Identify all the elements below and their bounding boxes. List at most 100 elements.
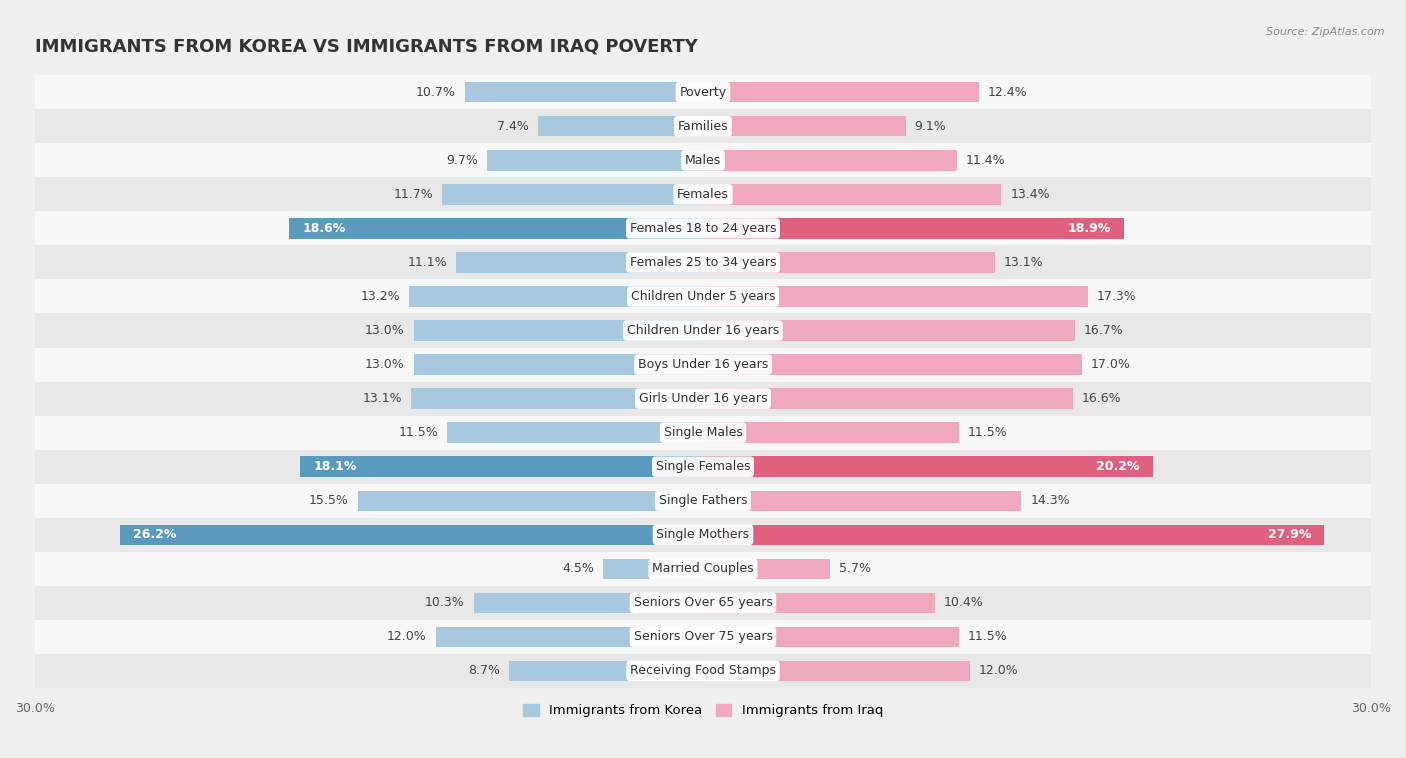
Text: 13.1%: 13.1% xyxy=(363,392,402,405)
Text: 12.0%: 12.0% xyxy=(387,631,427,644)
Text: 8.7%: 8.7% xyxy=(468,665,501,678)
Text: 12.0%: 12.0% xyxy=(979,665,1019,678)
Bar xyxy=(703,490,1021,511)
Bar xyxy=(35,586,1371,620)
Bar xyxy=(409,287,703,307)
Text: 16.7%: 16.7% xyxy=(1084,324,1123,337)
Text: IMMIGRANTS FROM KOREA VS IMMIGRANTS FROM IRAQ POVERTY: IMMIGRANTS FROM KOREA VS IMMIGRANTS FROM… xyxy=(35,38,697,56)
Bar xyxy=(703,287,1088,307)
Bar xyxy=(35,654,1371,688)
Text: 18.9%: 18.9% xyxy=(1067,222,1111,235)
Text: 10.3%: 10.3% xyxy=(425,597,465,609)
Text: 17.0%: 17.0% xyxy=(1091,358,1130,371)
Text: Families: Families xyxy=(678,120,728,133)
Text: 12.4%: 12.4% xyxy=(988,86,1028,99)
Text: Males: Males xyxy=(685,154,721,167)
Bar xyxy=(35,449,1371,484)
Bar xyxy=(703,661,970,681)
Bar xyxy=(35,381,1371,415)
Text: 10.7%: 10.7% xyxy=(416,86,456,99)
Bar xyxy=(35,109,1371,143)
Bar xyxy=(703,627,959,647)
Text: 27.9%: 27.9% xyxy=(1268,528,1310,541)
Text: 11.5%: 11.5% xyxy=(967,631,1008,644)
Text: Single Males: Single Males xyxy=(664,426,742,439)
Bar xyxy=(447,422,703,443)
Text: Seniors Over 75 years: Seniors Over 75 years xyxy=(634,631,772,644)
Bar xyxy=(703,422,959,443)
Text: 18.1%: 18.1% xyxy=(314,460,357,473)
Text: Children Under 16 years: Children Under 16 years xyxy=(627,324,779,337)
Text: Boys Under 16 years: Boys Under 16 years xyxy=(638,358,768,371)
Bar xyxy=(703,456,1153,477)
Text: 5.7%: 5.7% xyxy=(839,562,870,575)
Bar xyxy=(538,116,703,136)
Bar xyxy=(703,559,830,579)
Text: 16.6%: 16.6% xyxy=(1081,392,1121,405)
Text: Single Mothers: Single Mothers xyxy=(657,528,749,541)
Text: 18.6%: 18.6% xyxy=(302,222,346,235)
Bar xyxy=(35,211,1371,246)
Text: 13.2%: 13.2% xyxy=(360,290,401,303)
Text: Girls Under 16 years: Girls Under 16 years xyxy=(638,392,768,405)
Bar xyxy=(474,593,703,613)
Text: 11.1%: 11.1% xyxy=(408,256,447,269)
Text: Females 25 to 34 years: Females 25 to 34 years xyxy=(630,256,776,269)
Text: 11.7%: 11.7% xyxy=(394,188,433,201)
Text: Receiving Food Stamps: Receiving Food Stamps xyxy=(630,665,776,678)
Bar xyxy=(35,246,1371,280)
Bar xyxy=(703,82,979,102)
Bar xyxy=(703,388,1073,409)
Bar xyxy=(703,354,1081,374)
Text: Poverty: Poverty xyxy=(679,86,727,99)
Bar xyxy=(436,627,703,647)
Text: 13.4%: 13.4% xyxy=(1011,188,1050,201)
Bar xyxy=(35,75,1371,109)
Bar xyxy=(703,116,905,136)
Text: 7.4%: 7.4% xyxy=(498,120,529,133)
Bar xyxy=(703,252,994,273)
Text: 9.1%: 9.1% xyxy=(914,120,946,133)
Text: 11.5%: 11.5% xyxy=(398,426,439,439)
Text: 13.1%: 13.1% xyxy=(1004,256,1043,269)
Bar xyxy=(35,280,1371,314)
Text: 17.3%: 17.3% xyxy=(1097,290,1137,303)
Bar xyxy=(703,218,1123,239)
Text: 10.4%: 10.4% xyxy=(943,597,983,609)
Bar xyxy=(486,150,703,171)
Bar xyxy=(413,354,703,374)
Bar xyxy=(465,82,703,102)
Text: 9.7%: 9.7% xyxy=(446,154,478,167)
Bar xyxy=(443,184,703,205)
Legend: Immigrants from Korea, Immigrants from Iraq: Immigrants from Korea, Immigrants from I… xyxy=(517,699,889,722)
Text: 14.3%: 14.3% xyxy=(1031,494,1070,507)
Text: Single Females: Single Females xyxy=(655,460,751,473)
Text: 4.5%: 4.5% xyxy=(562,562,593,575)
Bar xyxy=(359,490,703,511)
Text: 13.0%: 13.0% xyxy=(364,324,405,337)
Bar xyxy=(288,218,703,239)
Bar xyxy=(456,252,703,273)
Bar xyxy=(35,484,1371,518)
Bar xyxy=(35,620,1371,654)
Text: 20.2%: 20.2% xyxy=(1095,460,1139,473)
Bar xyxy=(120,525,703,545)
Bar xyxy=(703,321,1076,341)
Bar xyxy=(35,177,1371,211)
Bar xyxy=(509,661,703,681)
Text: 13.0%: 13.0% xyxy=(364,358,405,371)
Bar xyxy=(299,456,703,477)
Bar xyxy=(35,552,1371,586)
Text: Children Under 5 years: Children Under 5 years xyxy=(631,290,775,303)
Text: Females 18 to 24 years: Females 18 to 24 years xyxy=(630,222,776,235)
Text: 26.2%: 26.2% xyxy=(134,528,176,541)
Bar xyxy=(35,415,1371,449)
Text: Source: ZipAtlas.com: Source: ZipAtlas.com xyxy=(1267,27,1385,36)
Text: Seniors Over 65 years: Seniors Over 65 years xyxy=(634,597,772,609)
Text: 11.4%: 11.4% xyxy=(966,154,1005,167)
Bar xyxy=(703,593,935,613)
Text: Single Fathers: Single Fathers xyxy=(659,494,747,507)
Bar xyxy=(703,184,1001,205)
Text: Married Couples: Married Couples xyxy=(652,562,754,575)
Bar xyxy=(35,143,1371,177)
